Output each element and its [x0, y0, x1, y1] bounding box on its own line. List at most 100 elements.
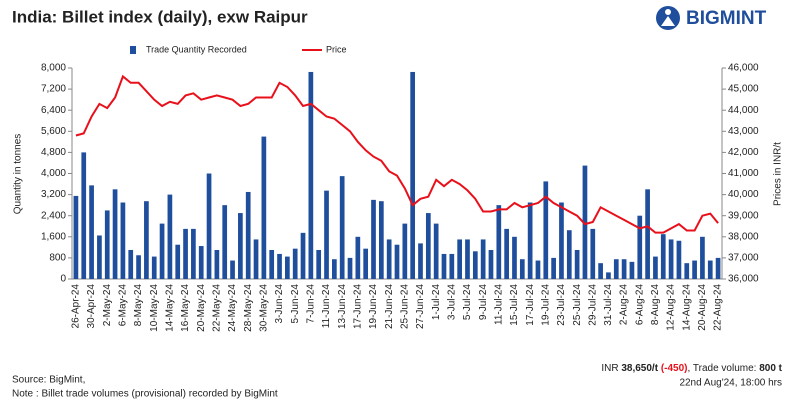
- x-tick-label: 20-Aug-24: [697, 284, 708, 331]
- bar: [245, 191, 251, 279]
- bar: [621, 259, 627, 279]
- y2-tick-label: 38,000: [728, 231, 759, 242]
- x-tick-label: 5-Jul-24: [462, 284, 473, 321]
- bar: [551, 257, 556, 279]
- x-tick-label: 19-Jun-24: [368, 284, 379, 329]
- bar: [144, 201, 149, 279]
- legend-label: Trade Quantity Recorded: [146, 44, 247, 54]
- bar: [128, 249, 134, 279]
- x-tick-label: 10-May-24: [149, 284, 160, 332]
- x-tick-label: 6-May-24: [118, 284, 129, 327]
- x-tick-label: 12-Aug-24: [666, 284, 677, 331]
- x-tick-label: 17-Jul-24: [525, 284, 536, 326]
- bar: [285, 256, 290, 279]
- y2-tick-label: 37,000: [728, 253, 759, 264]
- bar: [253, 239, 259, 279]
- bar: [339, 176, 345, 279]
- bar: [472, 251, 478, 279]
- bar: [449, 253, 455, 279]
- bar: [355, 236, 361, 279]
- summary-part: 800 t: [759, 363, 782, 374]
- x-tick-label: 22-Aug-24: [713, 284, 724, 331]
- bar: [441, 253, 447, 279]
- y2-tick-label: 42,000: [728, 147, 759, 158]
- price-line: [75, 74, 719, 234]
- y2-tick-label: 39,000: [728, 210, 759, 221]
- bar: [316, 249, 322, 279]
- y-tick-label: 5,600: [41, 126, 66, 137]
- x-tick-label: 22-May-24: [212, 284, 223, 332]
- bar: [700, 236, 705, 279]
- bar: [559, 202, 564, 279]
- bar: [363, 248, 369, 279]
- bar: [613, 259, 619, 279]
- y2-tick-label: 40,000: [728, 189, 759, 200]
- x-tick-label: 14-Aug-24: [681, 284, 692, 331]
- bar: [206, 173, 212, 279]
- bar: [104, 210, 110, 279]
- bar: [566, 230, 572, 279]
- y2-tick-label: 36,000: [728, 274, 759, 285]
- bar: [136, 255, 141, 279]
- logo: BIGMINT: [656, 6, 767, 30]
- y2-tick-label: 41,000: [728, 168, 759, 179]
- bar: [543, 181, 549, 279]
- bar: [582, 165, 588, 279]
- y2-tick-label: 46,000: [728, 63, 759, 74]
- bar: [496, 205, 502, 279]
- bar: [97, 235, 102, 279]
- x-tick-label: 21-Jun-24: [384, 284, 395, 329]
- y-tick-label: 2,400: [41, 210, 66, 221]
- summary-part: 38,650/t: [621, 363, 658, 374]
- bar: [590, 228, 596, 279]
- x-tick-label: 2-Aug-24: [619, 284, 630, 326]
- bar: [183, 228, 188, 279]
- bar: [277, 253, 282, 279]
- x-tick-label: 7-Jun-24: [305, 284, 316, 324]
- bar: [292, 248, 298, 279]
- y-tick-label: 6,400: [41, 105, 66, 116]
- bar: [527, 202, 533, 279]
- bar: [653, 256, 658, 279]
- summary: INR 38,650/t (-450), Trade volume: 800 t: [601, 363, 782, 374]
- bar: [347, 257, 353, 279]
- bar: [214, 249, 220, 279]
- bar: [629, 261, 635, 279]
- bar: [198, 246, 204, 279]
- x-tick-label: 26-Apr-24: [71, 284, 82, 329]
- x-tick-label: 20-May-24: [196, 284, 207, 332]
- bar: [386, 239, 392, 279]
- bar: [402, 223, 408, 279]
- x-tick-label: 31-Jul-24: [603, 284, 614, 326]
- x-tick-label: 14-May-24: [165, 284, 176, 332]
- logo-text: BIGMINT: [686, 8, 767, 29]
- x-tick-label: 13-Jun-24: [337, 284, 348, 329]
- bar: [684, 263, 690, 279]
- bar: [457, 239, 462, 279]
- y2-tick-label: 44,000: [728, 105, 759, 116]
- bar: [81, 152, 87, 279]
- bar: [73, 195, 79, 279]
- y-tick-label: 7,200: [41, 84, 66, 95]
- x-tick-label: 1-Jul-24: [431, 284, 442, 321]
- x-tick-label: 17-Jun-24: [352, 284, 363, 329]
- bar: [418, 243, 423, 279]
- y2-tick-label: 45,000: [728, 84, 759, 95]
- y-tick-label: 1,600: [41, 231, 66, 242]
- bar: [167, 194, 173, 279]
- x-tick-label: 29-Jul-24: [587, 284, 598, 326]
- bar: [394, 244, 400, 279]
- x-tick-label: 30-Apr-24: [86, 284, 97, 329]
- bar: [433, 223, 439, 279]
- bar: [89, 185, 94, 279]
- bar: [535, 260, 541, 279]
- bar: [598, 263, 603, 279]
- bar: [660, 234, 666, 279]
- bar: [238, 213, 243, 279]
- bar: [308, 71, 314, 279]
- bar: [151, 256, 157, 279]
- x-tick-label: 27-Jun-24: [415, 284, 426, 329]
- bar: [332, 259, 337, 279]
- bar: [676, 240, 682, 279]
